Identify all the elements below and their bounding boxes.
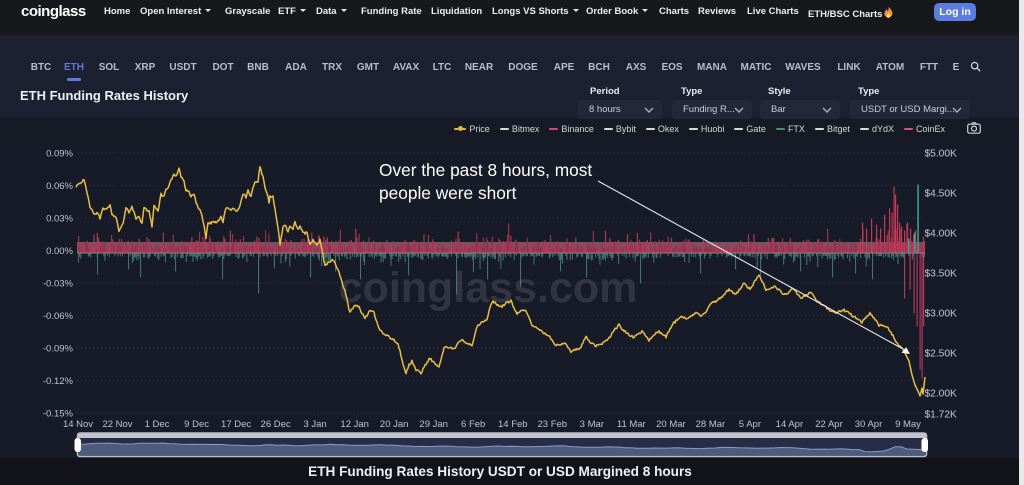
svg-text:$2.50K: $2.50K bbox=[925, 349, 957, 360]
svg-text:$4.00K: $4.00K bbox=[925, 229, 957, 240]
svg-text:28 Mar: 28 Mar bbox=[696, 419, 726, 430]
svg-text:11 Mar: 11 Mar bbox=[617, 419, 646, 430]
svg-text:0.00%: 0.00% bbox=[46, 246, 73, 257]
svg-text:-0.09%: -0.09% bbox=[43, 344, 74, 355]
svg-text:1 Dec: 1 Dec bbox=[145, 419, 170, 430]
svg-text:-0.12%: -0.12% bbox=[43, 376, 74, 387]
svg-text:-0.03%: -0.03% bbox=[43, 279, 74, 290]
svg-text:9 Dec: 9 Dec bbox=[184, 419, 209, 430]
svg-text:$3.50K: $3.50K bbox=[925, 269, 957, 280]
svg-text:30 Apr: 30 Apr bbox=[855, 419, 882, 430]
svg-text:20 Jan: 20 Jan bbox=[380, 419, 409, 430]
svg-text:14 Feb: 14 Feb bbox=[498, 419, 528, 430]
svg-text:$5.00K: $5.00K bbox=[925, 149, 957, 160]
svg-text:$1.72K: $1.72K bbox=[925, 410, 957, 421]
svg-text:14 Apr: 14 Apr bbox=[776, 419, 803, 430]
svg-text:0.03%: 0.03% bbox=[46, 214, 73, 225]
svg-text:$3.00K: $3.00K bbox=[925, 309, 957, 320]
svg-text:0.09%: 0.09% bbox=[46, 149, 73, 160]
svg-text:people were short: people were short bbox=[379, 183, 517, 203]
svg-text:9 May: 9 May bbox=[895, 419, 921, 430]
svg-text:17 Dec: 17 Dec bbox=[221, 419, 251, 430]
svg-text:6 Feb: 6 Feb bbox=[461, 419, 485, 430]
svg-text:3 Jan: 3 Jan bbox=[303, 419, 326, 430]
svg-text:14 Nov: 14 Nov bbox=[63, 419, 93, 430]
svg-text:-0.15%: -0.15% bbox=[43, 409, 74, 420]
svg-text:22 Nov: 22 Nov bbox=[102, 419, 132, 430]
svg-text:5 Apr: 5 Apr bbox=[739, 419, 761, 430]
svg-text:22 Apr: 22 Apr bbox=[815, 419, 842, 430]
svg-text:-0.06%: -0.06% bbox=[43, 311, 74, 322]
svg-text:29 Jan: 29 Jan bbox=[419, 419, 448, 430]
svg-text:3 Mar: 3 Mar bbox=[580, 419, 604, 430]
svg-text:23 Feb: 23 Feb bbox=[538, 419, 568, 430]
svg-text:12 Jan: 12 Jan bbox=[340, 419, 369, 430]
svg-text:20 Mar: 20 Mar bbox=[656, 419, 686, 430]
svg-text:$2.00K: $2.00K bbox=[925, 389, 957, 400]
svg-text:$4.50K: $4.50K bbox=[925, 189, 957, 200]
svg-text:Over the past 8 hours, most: Over the past 8 hours, most bbox=[379, 160, 592, 180]
svg-text:0.06%: 0.06% bbox=[46, 181, 73, 192]
svg-text:26 Dec: 26 Dec bbox=[261, 419, 291, 430]
